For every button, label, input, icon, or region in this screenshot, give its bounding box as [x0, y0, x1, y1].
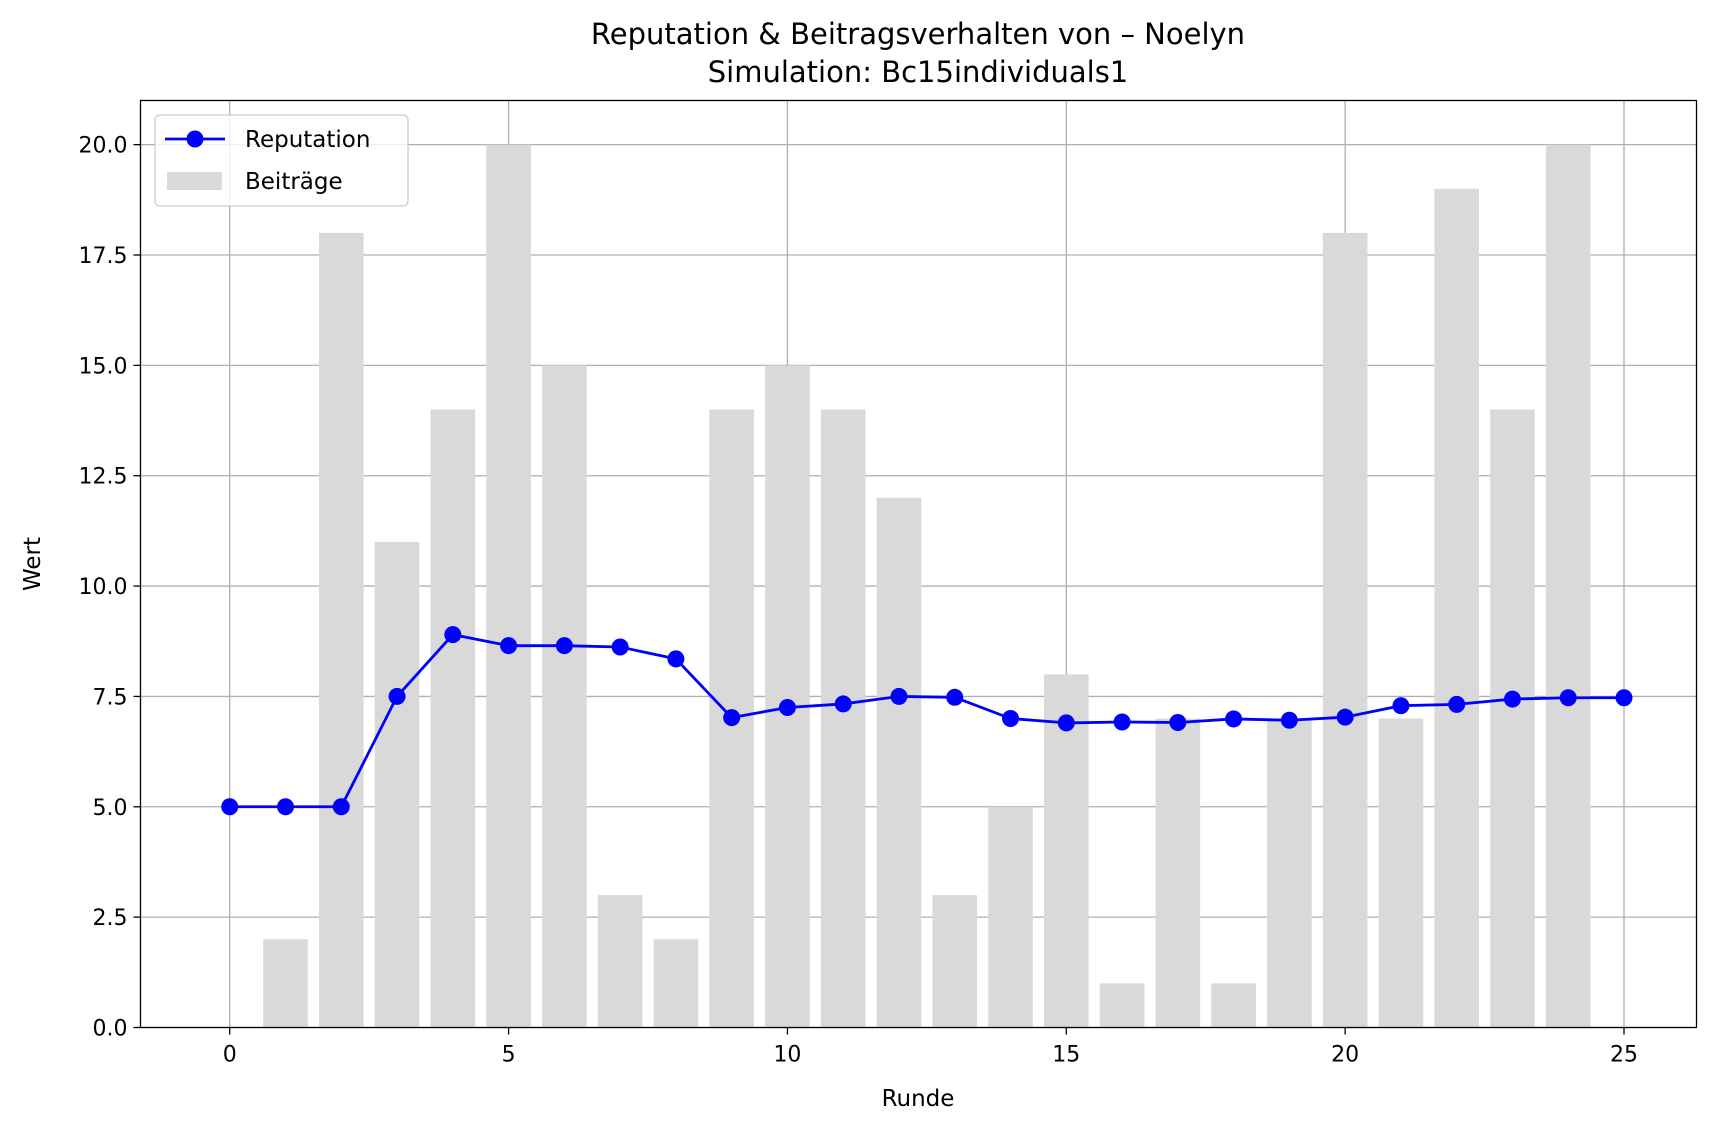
contribution-bar	[1434, 188, 1479, 1028]
reputation-point	[1225, 710, 1243, 728]
legend-contribution-label: Beiträge	[245, 169, 343, 195]
reputation-point	[1503, 690, 1521, 708]
x-axis-label: Runde	[882, 1086, 955, 1112]
contribution-bar	[486, 144, 531, 1028]
contribution-bars	[263, 144, 1591, 1028]
contribution-bar	[876, 497, 922, 1028]
reputation-point	[221, 798, 239, 816]
legend-reputation-marker	[186, 130, 204, 148]
contribution-bar	[597, 895, 643, 1028]
contribution-bar	[1490, 409, 1535, 1028]
y-tick-label: 20.0	[79, 134, 128, 159]
reputation-line	[221, 626, 1633, 816]
contribution-bar	[1211, 983, 1256, 1028]
contribution-bar	[430, 409, 476, 1028]
x-tick-label: 20	[1331, 1043, 1359, 1068]
axis-ticks: 0 5 10 15 20 25 0.0 2.5 5.0 7.5 10.0 12.5 15.0 17.5 20…	[79, 134, 1638, 1068]
reputation-point	[667, 650, 685, 668]
y-axis-label: Wert	[20, 537, 46, 591]
reputation-point	[1057, 714, 1075, 732]
legend-reputation-label: Reputation	[245, 127, 370, 153]
reputation-polyline	[229, 633, 1624, 809]
reputation-point	[332, 798, 350, 816]
contribution-bar	[1099, 983, 1145, 1028]
reputation-point	[500, 637, 518, 655]
x-tick-label: 5	[502, 1043, 516, 1068]
contribution-bar	[988, 806, 1033, 1028]
y-tick-label: 0.0	[93, 1017, 128, 1042]
legend-contribution-swatch	[167, 172, 222, 190]
contribution-bar	[1043, 674, 1089, 1028]
reputation-point	[388, 687, 406, 705]
y-tick-label: 10.0	[79, 575, 128, 600]
y-tick-label: 2.5	[93, 906, 128, 931]
y-tick-label: 7.5	[93, 685, 128, 710]
legend: Reputation Beiträge	[154, 114, 409, 207]
reputation-point	[611, 638, 629, 656]
reputation-point	[1169, 713, 1187, 731]
chart-title: Reputation & Beitragsverhalten von – Noe…	[591, 17, 1245, 51]
y-tick-label: 15.0	[79, 354, 128, 379]
reputation-point	[1113, 713, 1131, 731]
x-tick-label: 10	[773, 1043, 801, 1068]
reputation-point	[834, 695, 852, 713]
plot-frame	[139, 99, 1698, 1029]
x-tick-label: 25	[1610, 1043, 1638, 1068]
reputation-point	[723, 709, 741, 727]
reputation-point	[1448, 695, 1466, 713]
reputation-point	[778, 698, 796, 716]
contribution-bar	[653, 939, 699, 1028]
contribution-bar	[765, 365, 810, 1028]
contribution-bar	[1155, 718, 1201, 1028]
contribution-bar	[263, 939, 308, 1028]
contribution-bar	[1378, 718, 1424, 1028]
reputation-point	[1392, 697, 1410, 715]
x-tick-label: 0	[223, 1043, 237, 1068]
chart-subtitle: Simulation: Bc15individuals1	[708, 55, 1129, 89]
contribution-bar	[1322, 232, 1368, 1028]
contribution-bar	[932, 895, 978, 1028]
contribution-bar	[820, 409, 866, 1028]
x-tick-label: 15	[1052, 1043, 1080, 1068]
contribution-bar	[1267, 718, 1312, 1028]
reputation-point	[890, 687, 908, 705]
reputation-point	[555, 637, 573, 655]
reputation-point	[1280, 711, 1298, 729]
contribution-bar	[374, 541, 420, 1028]
reputation-point	[1002, 710, 1020, 727]
contribution-bar	[1545, 144, 1591, 1028]
y-tick-label: 12.5	[79, 465, 128, 490]
reputation-point	[1336, 708, 1354, 726]
contribution-bar	[318, 232, 364, 1028]
contribution-bar	[542, 365, 587, 1028]
reputation-point	[1559, 689, 1577, 707]
reputation-point	[1615, 689, 1633, 707]
reputation-point	[277, 798, 295, 816]
reputation-point	[444, 626, 462, 644]
y-tick-label: 17.5	[79, 244, 128, 269]
reputation-point	[946, 688, 964, 706]
y-tick-label: 5.0	[93, 796, 128, 821]
